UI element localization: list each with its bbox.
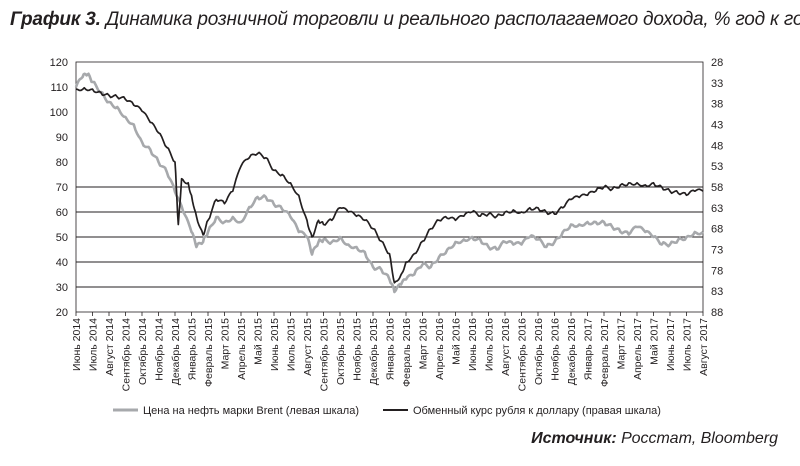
x-tick-label-2: Август 2014 — [104, 318, 116, 376]
x-tick-label-9: Март 2015 — [220, 318, 232, 370]
x-tick-label-21: Март 2016 — [418, 318, 430, 370]
legend-label-rub: Обменный курс рубля к доллару (правая шк… — [413, 405, 661, 417]
y-right-tick-58: 58 — [711, 182, 723, 194]
y-right-tick-63: 63 — [711, 203, 723, 215]
y-right-tick-53: 53 — [711, 161, 723, 173]
x-tick-label-19: Январь 2016 — [385, 318, 397, 380]
x-tick-label-14: Август 2015 — [302, 318, 314, 376]
y-right-tick-88: 88 — [711, 307, 723, 319]
chart-title-text: Динамика розничной торговли и реального … — [105, 9, 800, 30]
series-line-rub — [75, 86, 704, 284]
x-tick-label-7: Январь 2015 — [187, 318, 199, 380]
x-tick-label-32: Февраль 2017 — [599, 318, 611, 387]
x-tick-label-0: Июнь 2014 — [71, 318, 83, 371]
y-right-tick-73: 73 — [711, 245, 723, 257]
x-tick-label-25: Июль 2016 — [484, 318, 496, 371]
x-tick-label-28: Октябрь 2016 — [533, 318, 545, 385]
x-tick-label-27: Сентябрь 2016 — [517, 318, 529, 391]
x-tick-label-18: Декабрь 2015 — [368, 318, 380, 385]
x-tick-label-10: Апрель 2015 — [236, 318, 248, 380]
x-tick-label-8: Февраль 2015 — [203, 318, 215, 387]
x-tick-label-3: Сентябрь 2014 — [121, 318, 133, 391]
source-text: Росстат, Bloomberg — [621, 430, 778, 447]
y-axis-left: 20 30 40 50 60 70 80 90 100 110 120 — [50, 57, 68, 319]
y-left-tick-80: 80 — [56, 157, 68, 169]
x-tick-label-20: Февраль 2016 — [401, 318, 413, 387]
x-tick-label-38: Август 2017 — [698, 318, 710, 376]
x-tick-label-13: Июль 2015 — [286, 318, 298, 371]
y-right-tick-48: 48 — [711, 140, 723, 152]
x-axis: Июнь 2014 Июль 2014 Август 2014 Сентябрь 20… — [71, 312, 710, 391]
source-note: Источник: Росстат, Bloomberg — [531, 430, 778, 448]
y-right-tick-28: 28 — [711, 57, 723, 69]
y-left-tick-120: 120 — [50, 57, 68, 69]
source-lead: Источник: — [531, 430, 617, 447]
y-left-tick-60: 60 — [56, 207, 68, 219]
x-tick-label-6: Декабрь 2014 — [170, 318, 182, 385]
y-axis-right: 28 33 38 43 48 53 58 63 68 73 78 83 88 — [711, 57, 723, 319]
y-left-tick-30: 30 — [56, 282, 68, 294]
x-tick-label-24: Июнь 2016 — [467, 318, 479, 371]
x-tick-label-23: Май 2016 — [451, 318, 463, 365]
y-left-tick-50: 50 — [56, 232, 68, 244]
y-left-tick-70: 70 — [56, 182, 68, 194]
x-tick-label-36: Июнь 2017 — [665, 318, 677, 371]
y-left-tick-100: 100 — [50, 107, 68, 119]
y-right-tick-38: 38 — [711, 99, 723, 111]
y-right-tick-43: 43 — [711, 120, 723, 132]
legend-label-brent: Цена на нефть марки Brent (левая шкала) — [143, 405, 359, 417]
x-tick-label-22: Апрель 2016 — [434, 318, 446, 380]
series-group — [74, 72, 704, 294]
legend: Цена на нефть марки Brent (левая шкала) … — [113, 405, 661, 417]
x-tick-label-29: Ноябрь 2016 — [550, 318, 562, 381]
chart-title: График 3. Динамика розничной торговли и … — [10, 9, 800, 31]
x-tick-label-26: Август 2016 — [500, 318, 512, 376]
x-tick-label-31: Январь 2017 — [583, 318, 595, 380]
y-left-tick-110: 110 — [50, 82, 68, 94]
x-tick-label-17: Ноябрь 2015 — [352, 318, 364, 381]
x-tick-label-11: Май 2015 — [253, 318, 265, 365]
y-left-tick-90: 90 — [56, 132, 68, 144]
x-tick-label-5: Ноябрь 2014 — [154, 318, 166, 381]
y-left-tick-40: 40 — [56, 257, 68, 269]
x-tick-label-4: Октябрь 2014 — [137, 318, 149, 385]
y-right-tick-78: 78 — [711, 265, 723, 277]
y-right-tick-33: 33 — [711, 78, 723, 90]
y-left-tick-20: 20 — [56, 307, 68, 319]
x-tick-label-16: Октябрь 2015 — [335, 318, 347, 385]
grid — [75, 61, 704, 313]
x-tick-label-1: Июль 2014 — [88, 318, 100, 371]
y-right-tick-83: 83 — [711, 286, 723, 298]
x-tick-label-12: Июнь 2015 — [269, 318, 281, 371]
x-tick-label-30: Декабрь 2016 — [566, 318, 578, 385]
y-right-tick-68: 68 — [711, 224, 723, 236]
x-tick-label-35: Май 2017 — [649, 318, 661, 365]
chart-title-lead: График 3. — [10, 9, 101, 30]
x-tick-label-37: Июль 2017 — [682, 318, 694, 371]
x-tick-label-34: Апрель 2017 — [632, 318, 644, 380]
series-line-brent — [74, 72, 704, 294]
x-tick-label-33: Март 2017 — [616, 318, 628, 370]
x-tick-label-15: Сентябрь 2015 — [319, 318, 331, 391]
